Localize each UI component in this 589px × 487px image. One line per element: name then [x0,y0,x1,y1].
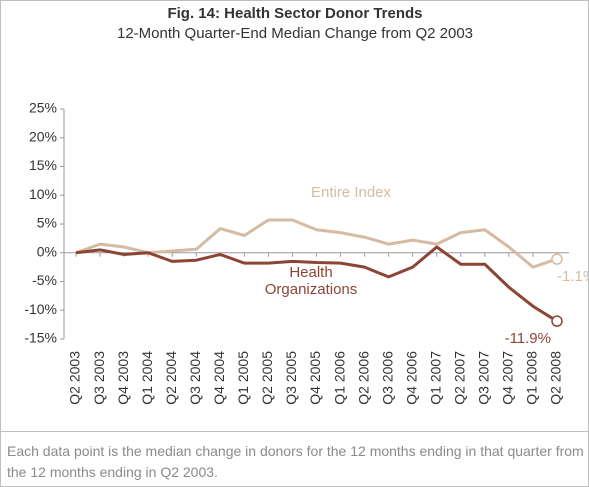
x-tick-label: Q4 2006 [403,351,419,405]
series-annotation: Health Organizations [264,264,358,298]
x-tick-label: Q4 2004 [211,351,227,405]
separator [1,431,588,432]
x-tick-label: Q3 2007 [476,351,492,405]
y-tick-label: -5% [32,272,57,288]
series-annotation: Entire Index [310,184,392,201]
end-marker [551,315,563,327]
x-tick-label: Q3 2003 [91,351,107,405]
x-tick-label: Q4 2005 [307,351,323,405]
y-tick-label: 20% [29,128,57,144]
x-tick-label: Q1 2006 [331,351,347,405]
y-tick-label: 5% [37,215,57,231]
x-tick-label: Q2 2003 [67,351,83,405]
series-line [75,218,558,269]
x-tick-label: Q2 2007 [452,351,468,405]
y-tick-label: 10% [29,186,57,202]
x-tick-label: Q2 2006 [355,351,371,405]
x-tick-label: Q2 2005 [259,351,275,405]
x-tick-label: Q3 2005 [283,351,299,405]
x-tick-label: Q3 2004 [187,351,203,405]
x-tick-label: Q1 2004 [139,351,155,405]
chart-subtitle: 12-Month Quarter-End Median Change from … [117,25,473,42]
value-label: -1.1% [557,268,588,285]
x-tick-label: Q1 2005 [235,351,251,405]
y-tick-label: 15% [29,157,57,173]
x-tick-label: Q1 2008 [524,351,540,405]
end-marker [551,253,563,265]
x-tick-label: Q2 2004 [163,351,179,405]
x-tick-label: Q3 2006 [379,351,395,405]
x-tick-label: Q4 2003 [115,351,131,405]
x-tick-label: Q1 2007 [427,351,443,405]
plot: Fig. 14: Health Sector Donor Trends 12-M… [24,5,588,405]
x-tick-label: Q4 2007 [500,351,516,405]
y-tick-label: -10% [24,301,57,317]
y-tick-label: 0% [37,243,57,259]
y-tick-label: 25% [29,100,57,116]
value-label: -11.9% [505,330,551,347]
series-line [75,245,558,323]
footnote: Each data point is the median change in … [7,443,584,480]
chart-title: Fig. 14: Health Sector Donor Trends [167,5,422,22]
y-tick-label: -15% [24,330,57,346]
x-tick-label: Q2 2008 [548,351,564,405]
